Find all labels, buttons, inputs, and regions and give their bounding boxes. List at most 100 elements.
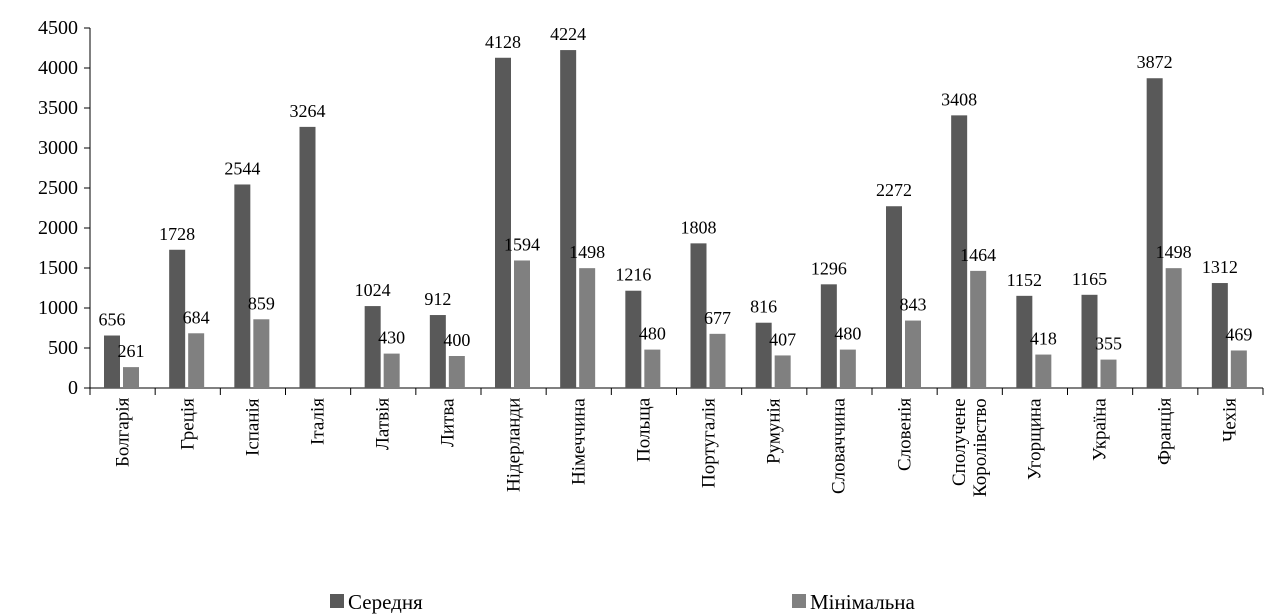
data-label: 1498 [1156, 242, 1192, 262]
bar [644, 349, 661, 388]
data-label: 1728 [159, 224, 195, 244]
data-label: 843 [900, 295, 927, 315]
bar [709, 333, 726, 388]
y-tick-label: 0 [68, 377, 78, 399]
x-tick-label: Чехія [1219, 398, 1241, 443]
bar [253, 319, 270, 388]
y-tick-label: 3500 [38, 97, 78, 119]
bar [905, 320, 921, 388]
legend-swatch [330, 594, 344, 608]
x-tick-label: Німеччина [568, 398, 590, 485]
x-tick-label: Франція [1154, 398, 1176, 466]
bar [970, 270, 987, 388]
legend-label: Мінімальна [810, 590, 916, 614]
bar [383, 353, 400, 388]
y-tick-label: 500 [48, 337, 78, 359]
bar [839, 349, 856, 388]
data-label: 1312 [1202, 257, 1238, 277]
bar [820, 284, 837, 388]
x-tick-label: Румунія [763, 398, 785, 464]
data-label: 684 [183, 307, 210, 327]
data-label: 480 [834, 324, 861, 344]
y-tick-label: 4500 [38, 17, 78, 39]
data-label: 677 [704, 308, 731, 328]
y-tick-label: 3000 [38, 137, 78, 159]
data-label: 3264 [290, 101, 326, 121]
bar [1211, 283, 1228, 388]
x-tick-label: Україна [1089, 398, 1111, 461]
bar [1081, 294, 1098, 388]
data-label: 859 [248, 293, 275, 313]
bar [1230, 350, 1247, 388]
bar [560, 50, 577, 389]
data-label: 1165 [1072, 269, 1107, 289]
data-label: 1024 [355, 280, 391, 300]
data-label: 480 [639, 324, 666, 344]
data-label: 656 [99, 310, 126, 330]
bar [579, 268, 596, 388]
bar [690, 243, 707, 388]
y-tick-label: 4000 [38, 57, 78, 79]
y-tick-label: 2000 [38, 217, 78, 239]
bar [123, 367, 139, 388]
bar [774, 355, 791, 388]
data-label: 1152 [1007, 270, 1042, 290]
x-tick-label: Литва [437, 398, 459, 447]
x-tick-label: Болгарія [112, 398, 134, 468]
data-label: 2544 [224, 158, 260, 178]
x-tick-label: Італія [307, 398, 329, 445]
y-tick-label: 2500 [38, 177, 78, 199]
data-label: 418 [1030, 329, 1057, 349]
x-tick-label: Іспанія [242, 398, 264, 456]
bar [951, 115, 968, 389]
bar [1100, 359, 1117, 388]
bar [364, 306, 381, 388]
x-tick-label: Нідерланди [503, 398, 525, 493]
legend-label: Середня [348, 590, 423, 614]
bar [495, 57, 511, 388]
data-label: 261 [118, 341, 145, 361]
x-tick-label: Словенія [894, 398, 916, 472]
data-label: 3872 [1137, 52, 1173, 72]
bar [514, 260, 530, 388]
x-tick-label: Латвія [372, 398, 394, 451]
data-label: 1808 [681, 217, 717, 237]
x-tick-label: Португалія [698, 398, 720, 488]
data-label: 355 [1095, 334, 1122, 354]
bar [1165, 268, 1182, 388]
data-label: 2272 [876, 180, 912, 200]
bar [299, 126, 316, 388]
data-label: 1498 [569, 242, 605, 262]
data-label: 400 [443, 330, 470, 350]
x-tick-label: Словаччина [828, 398, 850, 494]
bar [429, 315, 446, 388]
data-label: 1296 [811, 258, 847, 278]
data-label: 430 [378, 328, 405, 348]
data-label: 3408 [941, 89, 977, 109]
bar [1035, 354, 1052, 388]
data-label: 816 [750, 297, 777, 317]
data-label: 4128 [485, 32, 521, 52]
data-label: 1594 [504, 234, 540, 254]
x-tick-label: Польща [633, 398, 655, 463]
data-label: 1216 [615, 265, 651, 285]
bar [169, 249, 186, 388]
data-label: 4224 [550, 24, 586, 44]
bar [1146, 78, 1163, 389]
x-tick-label: Угорщина [1024, 398, 1046, 480]
y-tick-label: 1500 [38, 257, 78, 279]
data-label: 912 [424, 289, 451, 309]
data-label: 1464 [960, 245, 996, 265]
bar [448, 356, 465, 388]
bar [755, 322, 772, 388]
bar [625, 290, 642, 388]
bar [1016, 295, 1033, 388]
bar [886, 206, 902, 388]
bar [104, 335, 120, 388]
bar [234, 184, 251, 388]
y-tick-label: 1000 [38, 297, 78, 319]
data-label: 469 [1225, 324, 1252, 344]
x-tick-label: Сполучене Королівство [948, 398, 991, 497]
